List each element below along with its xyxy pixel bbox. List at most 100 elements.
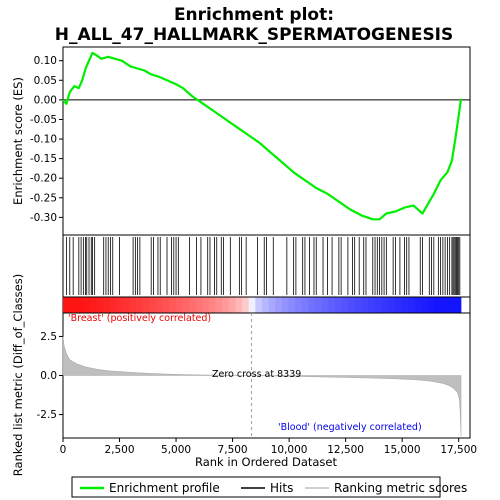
colorbar-segment: [202, 297, 210, 313]
ranking-metric-fill: [62, 336, 462, 437]
es-y-tick-label: 0.05: [34, 75, 57, 87]
x-tick-label: 5,000: [161, 444, 191, 456]
colorbar-segment: [261, 297, 270, 313]
x-tick-label: 2,500: [104, 444, 134, 456]
colorbar-segment: [135, 297, 143, 313]
colorbar-segment: [175, 297, 183, 313]
x-tick-label: 17,500: [440, 444, 477, 456]
colorbar-segment: [155, 297, 163, 313]
es-y-tick-label: -0.15: [30, 153, 57, 165]
metric-y-tick-label: -2.5: [37, 409, 58, 421]
enrichment-profile-line: [62, 51, 463, 221]
colorbar-segment: [142, 297, 150, 313]
colorbar-segment: [381, 297, 389, 313]
es-y-tick-label: -0.10: [30, 134, 57, 146]
x-tick-label: 12,500: [327, 444, 364, 456]
colorbar-segment: [189, 297, 197, 313]
colorbar-segment: [421, 297, 429, 313]
colorbar-segment: [228, 297, 236, 313]
colorbar-segment: [361, 297, 369, 313]
es-y-tick-label: -0.25: [30, 192, 57, 204]
colorbar-segment: [288, 297, 296, 313]
colorbar-segment: [321, 297, 329, 313]
colorbar-segment: [354, 297, 362, 313]
x-axis: 0 2,500 5,000 7,500 10,000 12,500 15,000 17,500: [60, 438, 477, 456]
colorbar-segment: [63, 297, 71, 313]
colorbar-segment: [208, 297, 216, 313]
colorbar-segment: [96, 297, 104, 313]
metric-y-tick-label: 0.0: [40, 370, 57, 382]
x-tick-label: 10,000: [271, 444, 308, 456]
colorbar-segment: [414, 297, 422, 313]
colorbar-segment: [447, 297, 455, 313]
hit-marks: [65, 237, 461, 295]
metric-y-tick-label: 2.5: [40, 331, 57, 343]
colorbar-segment: [255, 297, 263, 313]
colorbar-segment: [348, 297, 356, 313]
legend-profile-label: Enrichment profile: [109, 481, 220, 495]
colorbar-segment: [122, 297, 130, 313]
es-y-tick-label: 0.00: [34, 94, 57, 106]
metric-y-axis: 2.5 0.0 -2.5: [37, 331, 63, 421]
x-tick-label: 15,000: [384, 444, 421, 456]
title-line2: H_ALL_47_HALLMARK_SPERMATOGENESIS: [55, 25, 454, 45]
es-y-tick-label: 0.10: [34, 55, 57, 67]
es-y-axis: 0.10 0.05 0.00 -0.05 -0.10 -0.15 -0.20 -0.25 -0.…: [30, 55, 63, 224]
metric-y-label: Ranked list metric (Diff_of_Classes): [11, 274, 25, 476]
colorbar-segment: [275, 297, 283, 313]
legend-metric-label: Ranking metric scores: [334, 481, 467, 495]
es-y-label: Enrichment score (ES): [11, 77, 25, 205]
colorbar-segment: [82, 297, 90, 313]
colorbar-segment: [76, 297, 84, 313]
colorbar-segment: [301, 297, 309, 313]
colorbar-segment: [149, 297, 157, 313]
es-y-tick-label: -0.05: [30, 114, 57, 126]
colorbar-segment: [434, 297, 442, 313]
colorbar-segment: [341, 297, 349, 313]
colorbar-segment: [328, 297, 336, 313]
colorbar-segment: [182, 297, 190, 313]
colorbar-segment: [235, 297, 243, 313]
label-positive: 'Breast' (positively correlated): [68, 313, 211, 324]
colorbar-segment: [295, 297, 303, 313]
colorbar-segment: [268, 297, 276, 313]
colorbar-segment: [441, 297, 449, 313]
colorbar-segment: [242, 297, 250, 313]
colorbar-segment: [281, 297, 289, 313]
legend-hits-label: Hits: [270, 481, 293, 495]
colorbar-segment: [169, 297, 177, 313]
colorbar-segment: [89, 297, 97, 313]
x-axis-label: Rank in Ordered Dataset: [195, 455, 338, 469]
colorbar-segment: [308, 297, 316, 313]
ranking-metric-area: [62, 336, 462, 437]
enrichment-profile: [62, 51, 463, 221]
zero-cross-label: Zero cross at 8339: [212, 369, 301, 380]
colorbar-segment: [109, 297, 117, 313]
es-y-tick-label: -0.20: [30, 173, 57, 185]
colorbar-segment: [387, 297, 396, 313]
colorbar-segment: [69, 297, 77, 313]
colorbar-segment: [222, 297, 230, 313]
x-tick-label: 7,500: [218, 444, 248, 456]
colorbar-segment: [248, 297, 256, 313]
label-negative: 'Blood' (negatively correlated): [278, 422, 422, 433]
colorbar-segment: [102, 297, 110, 313]
colorbar-segment: [374, 297, 382, 313]
rank-colorbar: [63, 297, 462, 313]
legend: [71, 476, 441, 498]
es-y-tick-label: -0.30: [30, 212, 57, 224]
colorbar-segment: [394, 297, 402, 313]
colorbar-segment: [334, 297, 342, 313]
colorbar-segment: [427, 297, 435, 313]
colorbar-segment: [195, 297, 203, 313]
colorbar-segment: [162, 297, 170, 313]
title-line1: Enrichment plot:: [174, 5, 334, 25]
colorbar-segment: [401, 297, 409, 313]
colorbar-segment: [116, 297, 124, 313]
colorbar-segment: [315, 297, 323, 313]
colorbar-segment: [454, 297, 462, 313]
colorbar-segment: [129, 297, 137, 313]
colorbar-segment: [215, 297, 223, 313]
colorbar-segment: [407, 297, 415, 313]
